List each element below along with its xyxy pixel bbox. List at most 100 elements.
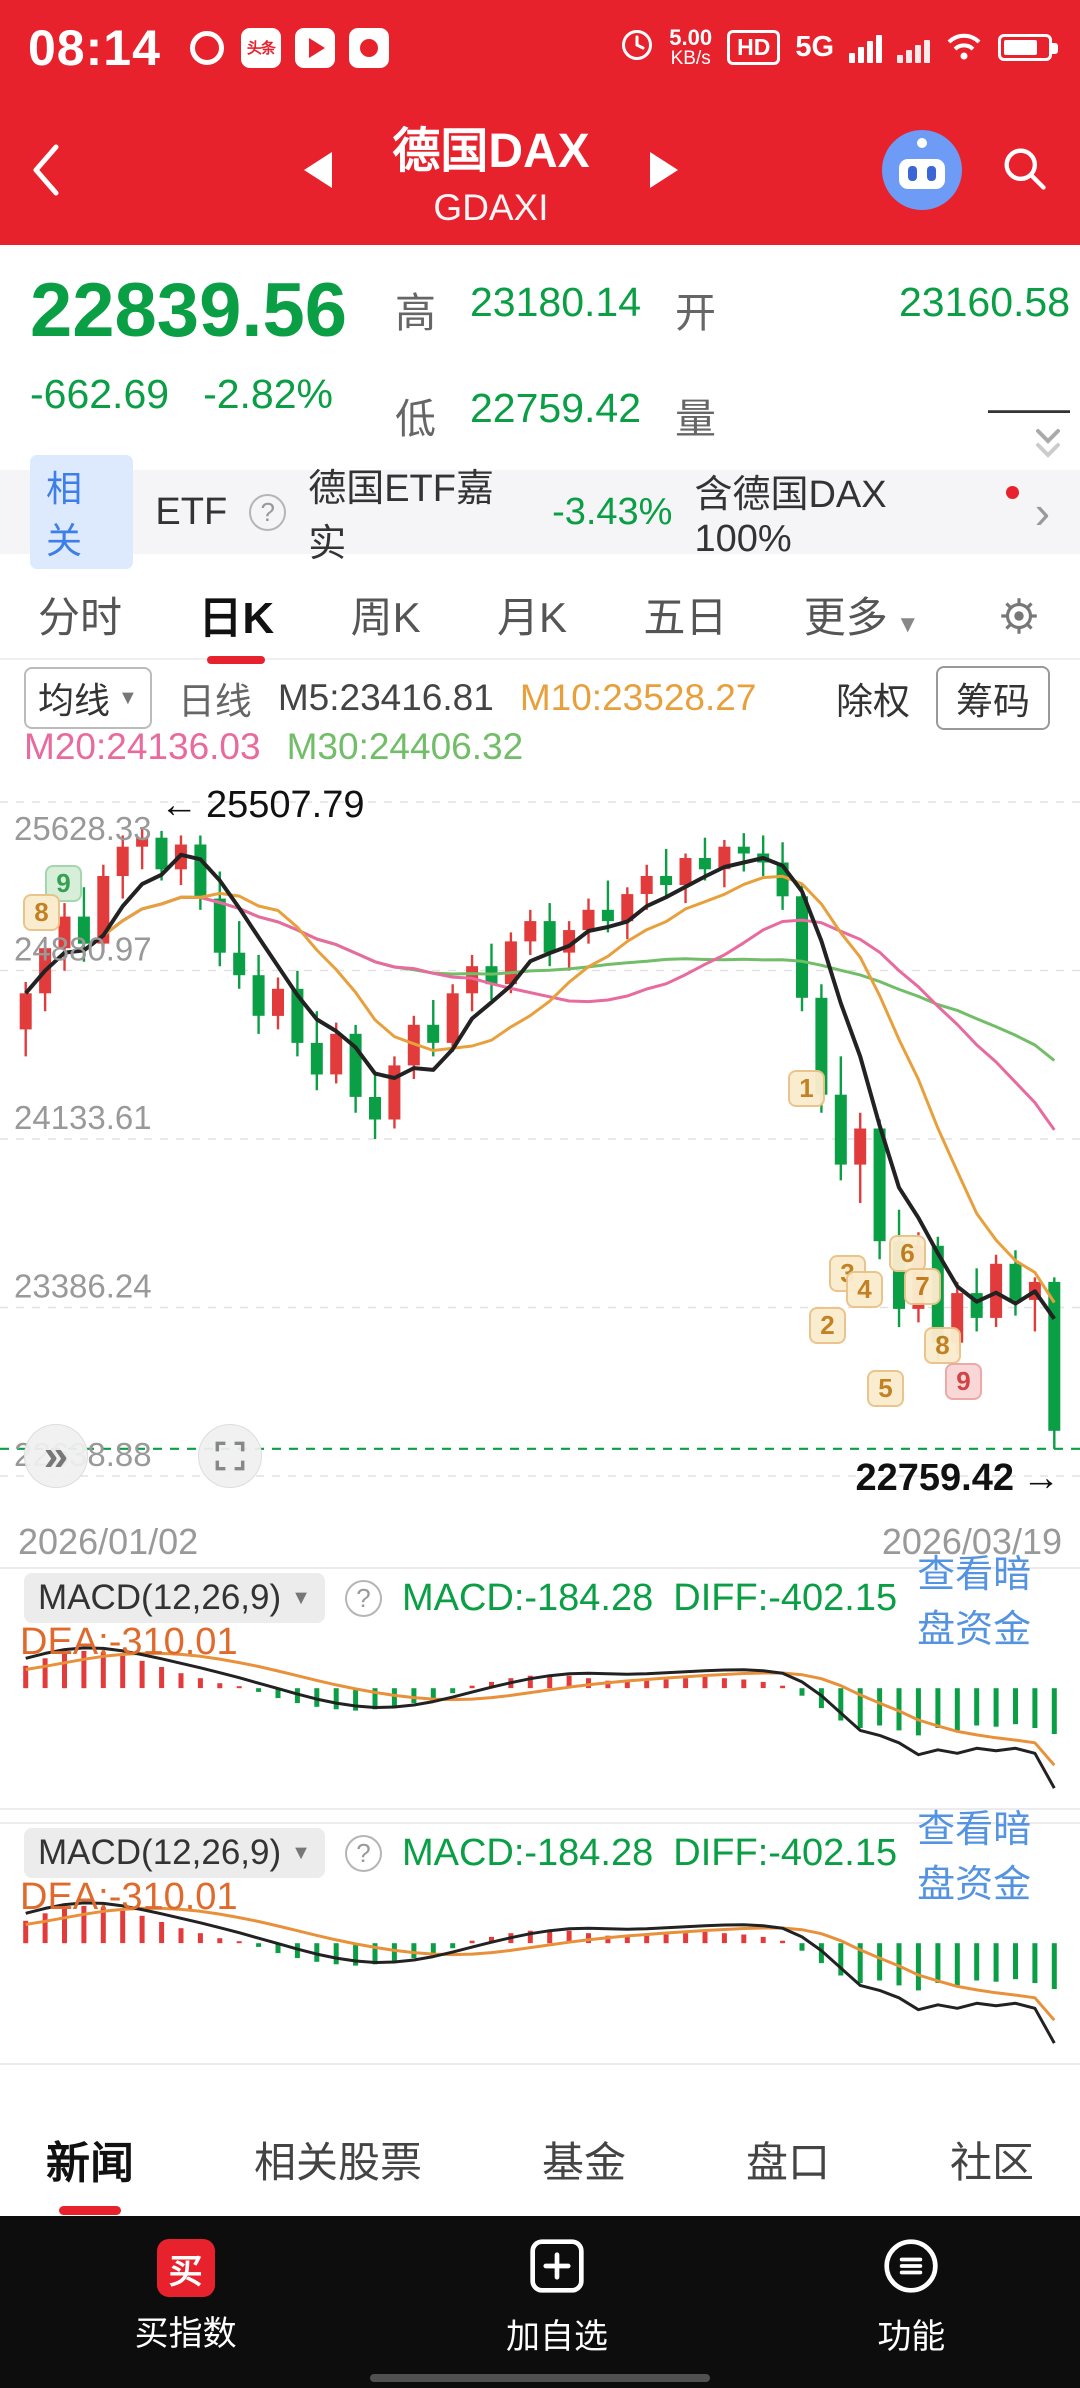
tab-news[interactable]: 新闻 [46,2127,134,2191]
event-marker[interactable]: 4 [846,1271,883,1308]
double-chevron-icon: » [43,1431,69,1480]
battery-icon [998,34,1058,61]
hd-badge: HD [727,30,781,65]
etf-bar[interactable]: 相关 ETF ? 德国ETF嘉实 -3.43% 含德国DAX 100% › [0,455,1080,569]
indicator-selector[interactable]: MACD(12,26,9) ▼ [24,1573,325,1623]
play-icon [294,27,335,68]
expand-quote-button[interactable] [1026,421,1070,466]
tab-five-day[interactable]: 五日 [643,593,728,641]
price-change: -662.69 [30,370,170,417]
macd-value: MACD:-184.28 [401,1576,654,1619]
buy-icon: 买 [156,2239,215,2297]
low-annotation: 22759.42 → [856,1457,1061,1500]
event-marker[interactable]: 5 [867,1370,904,1407]
chip-distribution-button[interactable]: 筹码 [936,666,1050,730]
home-indicator[interactable] [370,2374,710,2382]
stock-code: GDAXI [433,187,549,228]
tab-community[interactable]: 社区 [949,2138,1034,2186]
event-marker[interactable]: 8 [23,894,60,931]
dark-pool-link[interactable]: 查看暗盘资金 [917,1809,1032,1906]
help-icon[interactable]: ? [249,493,287,531]
add-watchlist-button[interactable]: 加自选 [506,2237,608,2358]
tab-minute[interactable]: 分时 [38,593,123,641]
indicator-selector[interactable]: MACD(12,26,9) ▼ [24,1828,325,1878]
network-speed: 5.00 KB/s [669,26,712,69]
macd-help-icon[interactable]: ? [344,1579,382,1617]
event-marker[interactable]: 2 [809,1307,846,1344]
chart-start-date: 2026/01/02 [18,1521,199,1562]
ma-selector-label: 均线 [38,680,111,721]
indicator-label: MACD(12,26,9) [38,1833,282,1872]
etf-label: ETF [155,490,228,533]
line-type-label: 日线 [177,681,252,722]
tab-weekly-k[interactable]: 周K [350,593,421,641]
tab-more-label: 更多 [803,593,888,641]
notification-icons: 头条 [187,27,389,68]
fullscreen-button[interactable] [198,1424,262,1488]
ma20-value: M20:24136.03 [24,726,261,767]
etf-holding: 含德国DAX 100% [694,474,887,560]
ex-rights-button[interactable]: 除权 [836,681,910,722]
tab-more[interactable]: 更多 ▼ [804,584,920,653]
expand-more-button[interactable]: » [24,1424,88,1488]
search-button[interactable] [998,142,1050,199]
notification-dot [1005,486,1019,499]
dark-pool-link[interactable]: 查看暗盘资金 [917,1554,1032,1651]
chevron-right-icon[interactable]: › [1034,486,1051,538]
svg-text:25628.33: 25628.33 [14,810,152,847]
macd-help-icon[interactable]: ? [344,1834,382,1872]
current-price: 22839.56 [30,268,347,353]
settings-gear-icon[interactable] [996,593,1042,644]
clock-time: 08:14 [28,19,161,76]
etf-name: 德国ETF嘉实 [308,468,494,565]
add-watchlist-label: 加自选 [505,2317,608,2356]
toutiao-icon-text: 头条 [246,40,276,57]
back-button[interactable] [30,143,100,197]
signal-icon [849,33,882,63]
tab-daily-k[interactable]: 日K [198,582,274,654]
kline-chart: 25628.3324880.9724133.6123386.2422638.88… [0,776,1080,1567]
indicator-label: MACD(12,26,9) [38,1578,282,1617]
tab-related-stocks[interactable]: 相关股票 [253,2138,422,2186]
macd-panel-2: MACD(12,26,9) ▼ ? MACD:-184.28 DIFF:-402.… [0,1809,1080,2065]
event-marker[interactable]: 6 [889,1235,926,1272]
caret-down-icon: ▼ [291,1586,311,1609]
alarm-clock-icon [620,28,654,67]
network-speed-value: 5.00 [669,24,713,50]
macd-plot [23,1646,1057,1789]
buy-index-button[interactable]: 买 买指数 [135,2239,237,2355]
tab-order-book[interactable]: 盘口 [745,2138,830,2186]
bottom-nav: 买 买指数 加自选 功能 [0,2216,1080,2388]
network-speed-unit: KB/s [670,48,711,70]
diff-value: DIFF:-402.15 [673,1576,898,1619]
diff-value: DIFF:-402.15 [673,1831,898,1874]
functions-button[interactable]: 功能 [877,2237,945,2358]
price-change-pct: -2.82% [203,370,333,417]
ai-assistant-button[interactable] [882,130,962,210]
svg-text:23386.24: 23386.24 [14,1268,152,1305]
next-stock-button[interactable] [649,152,678,188]
event-marker[interactable]: 9 [945,1363,982,1400]
ma30-value: M30:24406.32 [286,726,524,767]
volume-label: 量 [675,395,717,442]
low-label: 低 [395,395,436,442]
toutiao-icon: 头条 [240,27,281,68]
event-marker[interactable]: 8 [924,1327,961,1364]
indicator-header: 均线 ▼ 日线 M5:23416.81 M10:23528.27 除权 筹码 M2… [0,660,1080,776]
chart-end-date: 2026/03/19 [881,1521,1062,1562]
tab-funds[interactable]: 基金 [541,2138,626,2186]
prev-stock-button[interactable] [304,152,333,188]
status-bar: 08:14 头条 5.00 KB/s HD 5G [0,0,1080,95]
tab-monthly-k[interactable]: 月K [496,593,567,641]
signal-icon-sim2 [897,33,930,63]
notification-app-icon [187,28,227,68]
event-marker[interactable]: 7 [904,1268,941,1305]
arrow-right-icon: → [1022,1457,1060,1499]
peak-price: 25507.79 [206,784,365,826]
macd-value: MACD:-184.28 [401,1831,654,1874]
ma-selector-button[interactable]: 均线 ▼ [24,667,152,729]
event-marker[interactable]: 1 [788,1070,825,1107]
peak-annotation: ← 25507.79 [160,784,365,827]
svg-text:24133.61: 24133.61 [14,1099,152,1136]
